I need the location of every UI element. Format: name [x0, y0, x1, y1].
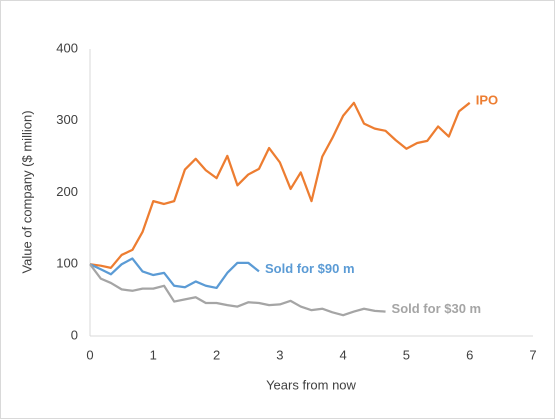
x-tick-label: 4	[340, 347, 347, 362]
x-tick-label: 3	[276, 347, 283, 362]
y-tick-label: 200	[56, 184, 78, 199]
series-line	[89, 101, 471, 269]
x-axis-label: Years from now	[266, 377, 356, 392]
y-tick-label: 100	[56, 256, 78, 271]
x-tick-label: 1	[150, 347, 157, 362]
series-line	[89, 257, 260, 290]
series-label: Sold for $90 m	[265, 261, 355, 276]
x-tick-label: 7	[529, 347, 536, 362]
series-label: IPO	[476, 92, 498, 107]
x-tick-label: 0	[86, 347, 93, 362]
y-tick-label: 300	[56, 112, 78, 127]
y-tick-label: 0	[71, 327, 78, 342]
series-label: Sold for $30 m	[392, 301, 482, 316]
series-line	[89, 263, 386, 317]
x-tick-label: 5	[403, 347, 410, 362]
x-tick-label: 2	[213, 347, 220, 362]
y-axis-label: Value of company ($ million)	[19, 110, 34, 273]
y-tick-label: 400	[56, 40, 78, 55]
x-tick-label: 6	[466, 347, 473, 362]
